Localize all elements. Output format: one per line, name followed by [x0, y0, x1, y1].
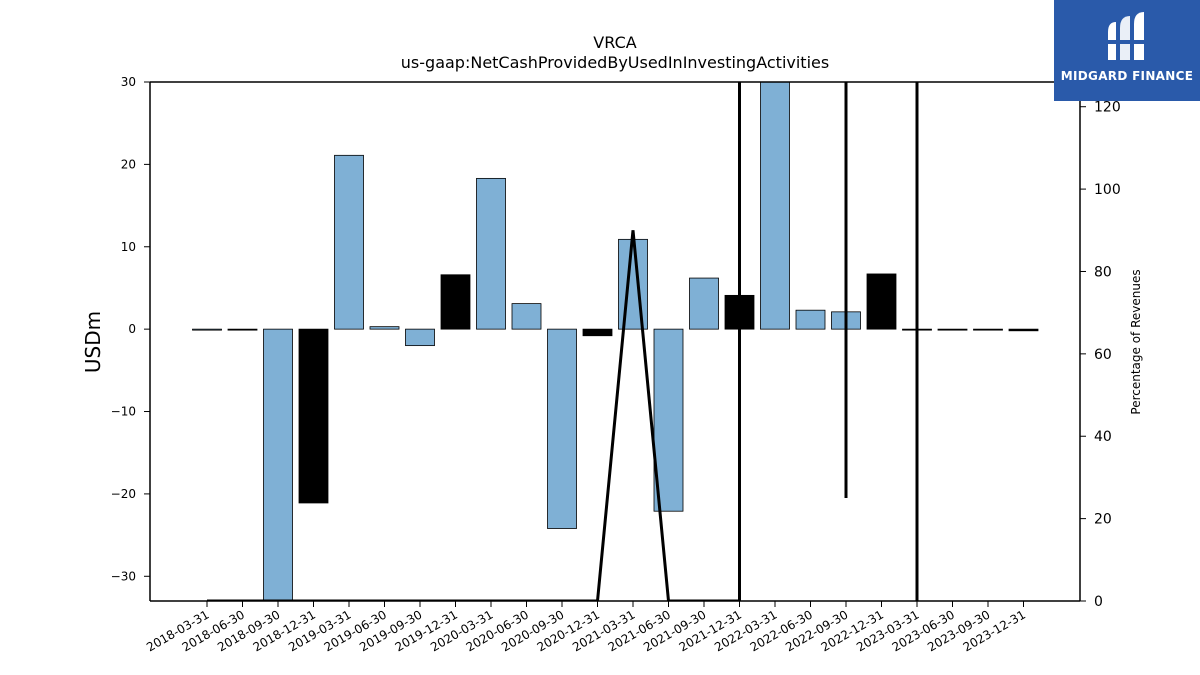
revenue-pct-line-group	[207, 82, 919, 601]
y2-tick-label: 20	[1094, 512, 1112, 528]
y2-tick-label: 60	[1094, 347, 1112, 363]
y2-tick-label: 100	[1094, 182, 1121, 198]
bar-2020-12-31	[582, 328, 613, 337]
bar-2019-06-30	[369, 326, 400, 330]
bar-2018-09-30	[263, 328, 293, 602]
bar-2021-03-31	[618, 238, 648, 330]
midgard-logo-icon	[1104, 12, 1150, 60]
bar-2020-06-30	[511, 303, 542, 330]
y-tick-label: 0	[128, 322, 136, 336]
bar-2018-12-31	[298, 328, 329, 504]
bar-2020-09-30	[547, 328, 577, 529]
brand-logo: MIDGARD FINANCE	[1054, 0, 1200, 101]
y2-tick-label: 120	[1094, 100, 1121, 116]
y-axis-label: USDm	[81, 311, 105, 373]
y2-axis-label: Percentage of Revenues	[1129, 269, 1143, 414]
y-tick-label: −20	[111, 487, 136, 501]
bar-2020-03-31	[476, 177, 506, 330]
y-tick-label: −10	[111, 405, 136, 419]
y-tick-label: −30	[111, 569, 136, 583]
revenue-pct-line	[207, 82, 919, 601]
bar-2022-12-31	[866, 273, 897, 330]
y-tick-label: 10	[121, 240, 136, 254]
bar-2019-09-30	[405, 328, 435, 347]
y2-tick-label: 80	[1094, 264, 1112, 280]
bar-2022-03-31	[760, 81, 790, 330]
bar-2018-03-31	[192, 328, 222, 331]
bar-2023-06-30	[937, 328, 968, 331]
bars-group	[192, 81, 1039, 602]
y2-tick-label: 0	[1094, 594, 1103, 610]
bar-2022-06-30	[795, 309, 826, 330]
y2-tick-label: 40	[1094, 429, 1112, 445]
bar-2021-06-30	[653, 328, 684, 512]
bar-2023-12-31	[1008, 328, 1039, 332]
bar-2018-06-30	[227, 328, 258, 331]
bar-2023-09-30	[973, 328, 1003, 331]
axes-group: −30−20−1001020300204060801001202018-03-3…	[111, 75, 1121, 654]
chart-title: VRCA	[593, 33, 636, 52]
bar-2021-09-30	[689, 277, 719, 330]
bar-2019-12-31	[440, 274, 471, 330]
logo-text: MIDGARD FINANCE	[1060, 69, 1194, 83]
chart-subtitle: us-gaap:NetCashProvidedByUsedInInvesting…	[401, 53, 829, 72]
y-tick-label: 20	[121, 157, 136, 171]
y-tick-label: 30	[121, 75, 136, 89]
bar-2019-03-31	[334, 154, 364, 330]
